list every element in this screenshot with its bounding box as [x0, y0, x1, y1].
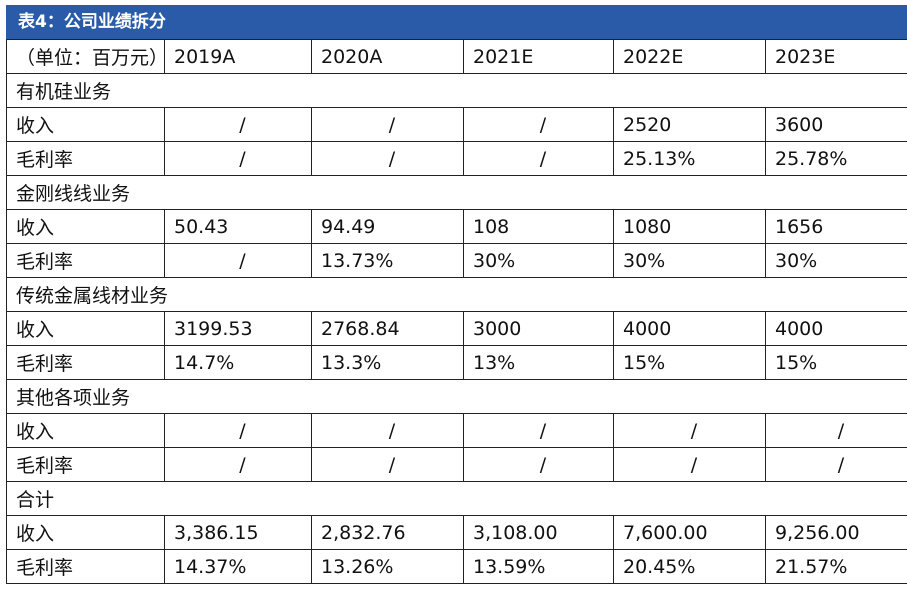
value-cell: 15%	[613, 345, 766, 380]
table-row: 毛利率 / //25.13% 25.78%	[6, 141, 907, 176]
value-cell: 1080	[613, 209, 766, 244]
value-cell: 3,108.00	[463, 515, 614, 550]
value-cell: 21.57%	[765, 549, 907, 584]
business-breakdown-table: （单位：百万元） 2019A 2020A 2021E 2022E 2023E 有…	[6, 39, 907, 584]
value-cell: /	[765, 447, 907, 482]
table-title: 表4：公司业绩拆分	[6, 5, 907, 39]
header-year: 2023E	[765, 39, 907, 74]
section-row: 金刚线线业务	[6, 175, 907, 210]
value-cell: /	[311, 107, 464, 142]
value-cell: 30%	[463, 243, 614, 278]
row-label: 毛利率	[6, 345, 165, 380]
value-cell: 1656	[765, 209, 907, 244]
row-label: 收入	[6, 107, 165, 142]
value-cell: /	[164, 141, 312, 176]
value-cell: 4000	[613, 311, 766, 346]
row-label: 收入	[6, 209, 165, 244]
section-title: 合计	[6, 481, 907, 516]
header-year: 2019A	[164, 39, 312, 74]
value-cell: /	[164, 107, 312, 142]
value-cell: 3,386.15	[164, 515, 312, 550]
value-cell: 50.43	[164, 209, 312, 244]
value-cell: 13.59%	[463, 549, 614, 584]
value-cell: 13.3%	[311, 345, 464, 380]
header-unit: （单位：百万元）	[6, 39, 165, 74]
value-cell: 3199.53	[164, 311, 312, 346]
value-cell: /	[765, 413, 907, 448]
row-label: 毛利率	[6, 447, 165, 482]
value-cell: 14.7%	[164, 345, 312, 380]
value-cell: 13.26%	[311, 549, 464, 584]
table-body: （单位：百万元） 2019A 2020A 2021E 2022E 2023E 有…	[6, 39, 907, 584]
value-cell: 3600	[765, 107, 907, 142]
value-cell: 13%	[463, 345, 614, 380]
table-row: 毛利率 14.37% 13.26% 13.59% 20.45% 21.57%	[6, 549, 907, 584]
value-cell: 4000	[765, 311, 907, 346]
value-cell: /	[164, 413, 312, 448]
section-row: 其他各项业务	[6, 379, 907, 414]
header-year: 2021E	[463, 39, 614, 74]
header-year: 2020A	[311, 39, 464, 74]
header-year: 2022E	[613, 39, 766, 74]
section-title: 金刚线线业务	[6, 175, 907, 210]
section-title: 传统金属线材业务	[6, 277, 907, 312]
value-cell: 25.13%	[613, 141, 766, 176]
value-cell: 2768.84	[311, 311, 464, 346]
table-row: 收入 / / / / /	[6, 413, 907, 448]
value-cell: 30%	[765, 243, 907, 278]
value-cell: /	[463, 107, 614, 142]
value-cell: 30%	[613, 243, 766, 278]
value-cell: /	[613, 447, 766, 482]
table-row: 毛利率/13.73% 30% 30% 30%	[6, 243, 907, 278]
header-row: （单位：百万元） 2019A 2020A 2021E 2022E 2023E	[6, 39, 907, 74]
value-cell: 94.49	[311, 209, 464, 244]
value-cell: /	[311, 413, 464, 448]
value-cell: 3000	[463, 311, 614, 346]
value-cell: 7,600.00	[613, 515, 766, 550]
value-cell: /	[311, 141, 464, 176]
value-cell: 108	[463, 209, 614, 244]
table-row: 收入 50.43 94.49 108 1080 1656	[6, 209, 907, 244]
value-cell: 2520	[613, 107, 766, 142]
value-cell: /	[463, 141, 614, 176]
value-cell: /	[613, 413, 766, 448]
section-title: 有机硅业务	[6, 73, 907, 108]
table-row: 毛利率 / / / / /	[6, 447, 907, 482]
row-label: 收入	[6, 413, 165, 448]
table-row: 收入 3,386.15 2,832.76 3,108.00 7,600.00 9,256.…	[6, 515, 907, 550]
value-cell: 13.73%	[311, 243, 464, 278]
table-row: 收入 3199.53 2768.84 3000 4000 4000	[6, 311, 907, 346]
value-cell: 15%	[765, 345, 907, 380]
row-label: 收入	[6, 515, 165, 550]
value-cell: /	[463, 413, 614, 448]
value-cell: 9,256.00	[765, 515, 907, 550]
value-cell: /	[463, 447, 614, 482]
row-label: 收入	[6, 311, 165, 346]
value-cell: 2,832.76	[311, 515, 464, 550]
section-row: 合计	[6, 481, 907, 516]
section-row: 传统金属线材业务	[6, 277, 907, 312]
row-label: 毛利率	[6, 141, 165, 176]
value-cell: /	[164, 447, 312, 482]
row-label: 毛利率	[6, 243, 165, 278]
table-row: 收入 / //2520 3600	[6, 107, 907, 142]
section-row: 有机硅业务	[6, 73, 907, 108]
value-cell: 20.45%	[613, 549, 766, 584]
table-row: 毛利率 14.7% 13.3% 13% 15% 15%	[6, 345, 907, 380]
value-cell: 14.37%	[164, 549, 312, 584]
value-cell: /	[164, 243, 312, 278]
row-label: 毛利率	[6, 549, 165, 584]
section-title: 其他各项业务	[6, 379, 907, 414]
value-cell: /	[311, 447, 464, 482]
value-cell: 25.78%	[765, 141, 907, 176]
